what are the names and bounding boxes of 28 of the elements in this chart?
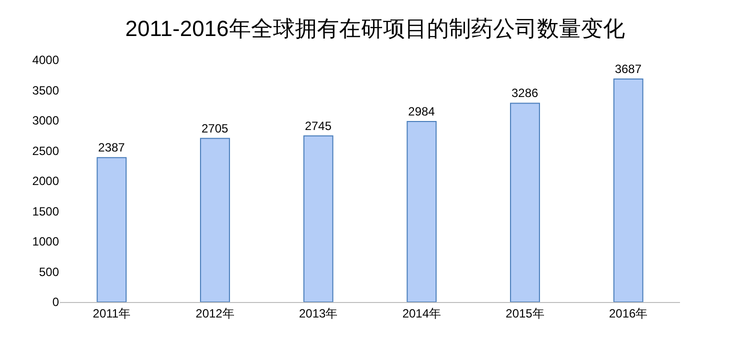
y-tick-label: 4000	[32, 53, 60, 68]
x-tick-label: 2015年	[506, 306, 544, 320]
x-tick-label: 2012年	[196, 306, 234, 320]
x-tick-label: 2013年	[298, 306, 338, 320]
chart-title: 2011-2016年全球拥有在研项目的制药公司数量变化	[125, 16, 625, 41]
y-tick-label: 3500	[32, 83, 60, 98]
y-tick-label: 1500	[32, 204, 60, 218]
x-tick-label: 2011年	[92, 306, 131, 320]
data-label: 2984	[408, 104, 436, 118]
y-tick-label: 1000	[32, 234, 60, 249]
y-tick-label: 500	[38, 264, 60, 279]
bar	[200, 138, 230, 302]
data-label: 2387	[98, 140, 126, 155]
bar	[303, 135, 334, 302]
data-label: 2745	[304, 118, 332, 133]
bar	[406, 120, 437, 302]
data-label: 3687	[614, 62, 642, 76]
x-tick-label: 2016年	[608, 306, 648, 320]
y-tick-label: 2500	[32, 144, 60, 158]
bar	[510, 102, 540, 302]
x-tick-label: 2014年	[402, 306, 442, 320]
y-tick-label: 3000	[32, 114, 60, 128]
y-tick-label: 0	[52, 295, 60, 310]
bar	[613, 78, 644, 302]
bar	[96, 157, 127, 302]
data-label: 2705	[201, 121, 229, 136]
data-label: 3286	[511, 86, 539, 100]
y-tick-label: 2000	[32, 174, 60, 188]
